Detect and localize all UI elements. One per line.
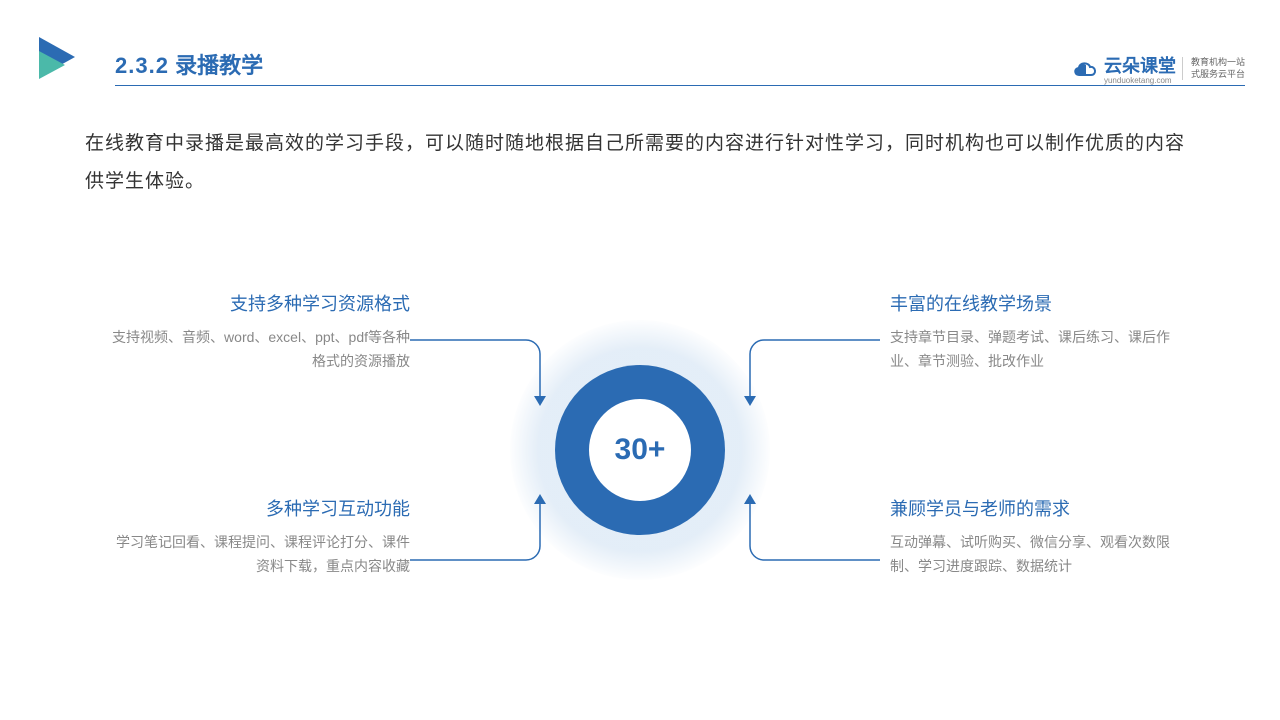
play-logo-icon — [35, 35, 85, 90]
brand-domain: yunduoketang.com — [1104, 76, 1176, 85]
title-underline — [115, 85, 1245, 86]
brand-tagline: 教育机构一站 式服务云平台 — [1182, 57, 1245, 80]
connector-bottom-right — [720, 490, 880, 560]
section-title: 2.3.2 录播教学 — [115, 48, 263, 80]
feature-desc: 支持章节目录、弹题考试、课后练习、课后作业、章节测验、批改作业 — [890, 326, 1190, 374]
feature-diagram: 30+ 支持多种学习资源格式 支持视频、音频、word、excel、ppt、pd… — [0, 240, 1280, 660]
center-value: 30+ — [589, 399, 691, 501]
section-number: 2.3.2 — [115, 53, 169, 78]
brand-name: 云朵课堂 — [1104, 52, 1176, 78]
brand-block: 云朵课堂 yunduoketang.com 教育机构一站 式服务云平台 — [1072, 52, 1245, 85]
cloud-icon — [1072, 59, 1098, 79]
feature-desc: 互动弹幕、试听购买、微信分享、观看次数限制、学习进度跟踪、数据统计 — [890, 531, 1190, 579]
slide-header: 2.3.2 录播教学 云朵课堂 yunduoketang.com 教育机构一站 … — [0, 30, 1280, 100]
feature-title: 多种学习互动功能 — [110, 495, 410, 521]
feature-bottom-right: 兼顾学员与老师的需求 互动弹幕、试听购买、微信分享、观看次数限制、学习进度跟踪、… — [890, 495, 1190, 579]
intro-paragraph: 在线教育中录播是最高效的学习手段，可以随时随地根据自己所需要的内容进行针对性学习… — [85, 125, 1185, 201]
feature-desc: 支持视频、音频、word、excel、ppt、pdf等各种格式的资源播放 — [110, 326, 410, 374]
feature-title: 支持多种学习资源格式 — [110, 290, 410, 316]
feature-bottom-left: 多种学习互动功能 学习笔记回看、课程提问、课程评论打分、课件资料下载，重点内容收… — [110, 495, 410, 579]
feature-title: 丰富的在线教学场景 — [890, 290, 1190, 316]
feature-top-right: 丰富的在线教学场景 支持章节目录、弹题考试、课后练习、课后作业、章节测验、批改作… — [890, 290, 1190, 374]
connector-top-left — [410, 340, 570, 410]
connector-bottom-left — [410, 490, 570, 560]
feature-title: 兼顾学员与老师的需求 — [890, 495, 1190, 521]
section-name: 录播教学 — [175, 53, 263, 78]
feature-top-left: 支持多种学习资源格式 支持视频、音频、word、excel、ppt、pdf等各种… — [110, 290, 410, 374]
feature-desc: 学习笔记回看、课程提问、课程评论打分、课件资料下载，重点内容收藏 — [110, 531, 410, 579]
connector-top-right — [720, 340, 880, 410]
